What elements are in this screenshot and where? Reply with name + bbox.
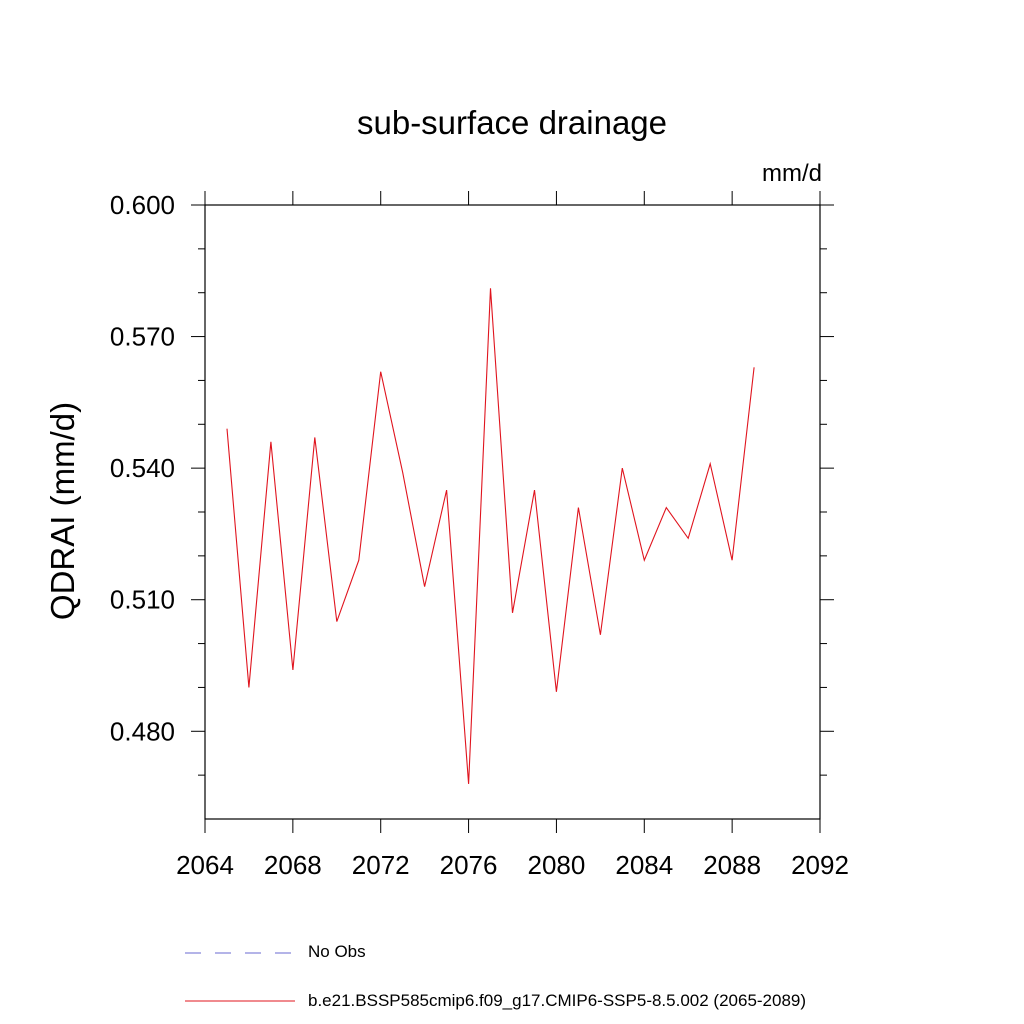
x-tick-label: 2072 — [352, 850, 410, 880]
units-label: mm/d — [762, 160, 822, 187]
chart-title: sub-surface drainage — [356, 104, 668, 141]
x-tick-label: 2068 — [264, 850, 322, 880]
legend-label-model-run: b.e21.BSSP585cmip6.f09_g17.CMIP6-SSP5-8.… — [308, 991, 807, 1010]
x-tick-label: 2092 — [791, 850, 849, 880]
series-line — [226, 288, 755, 784]
y-tick-label: 0.480 — [110, 716, 175, 746]
y-tick-label: 0.510 — [110, 585, 175, 615]
axes — [204, 204, 821, 820]
x-tick-label: 2064 — [176, 850, 234, 880]
plot-frame — [204, 204, 821, 820]
x-tick-label: 2076 — [440, 850, 498, 880]
y-axis-ticks: 0.480 0.510 0.540 0.570 0.600 — [110, 190, 834, 776]
legend-lines — [185, 952, 295, 1002]
legend-label-no-obs: No Obs — [308, 942, 366, 961]
series-group — [226, 288, 755, 784]
y-tick-label: 0.570 — [110, 322, 175, 352]
x-tick-label: 2088 — [703, 850, 761, 880]
x-axis-ticks: 2064 2068 2072 2076 2080 2084 2088 2092 — [176, 191, 849, 880]
y-axis-label: QDRAI (mm/d) — [44, 402, 81, 620]
x-tick-label: 2080 — [528, 850, 586, 880]
x-tick-label: 2084 — [615, 850, 673, 880]
y-tick-label: 0.600 — [110, 190, 175, 220]
y-tick-label: 0.540 — [110, 453, 175, 483]
